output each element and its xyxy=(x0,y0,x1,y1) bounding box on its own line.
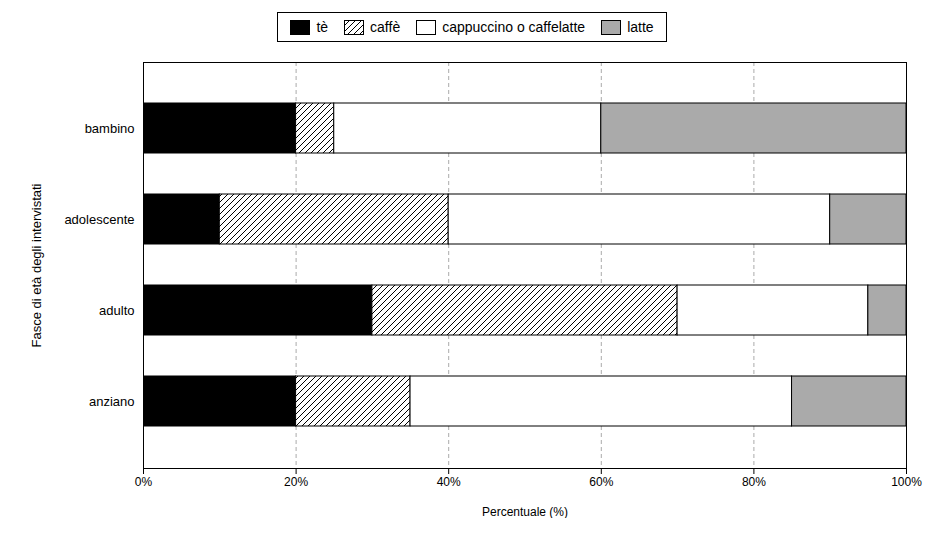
svg-text:40%: 40% xyxy=(437,475,461,489)
svg-text:Fasce di età degli intervistat: Fasce di età degli intervistati xyxy=(29,183,44,347)
html-text:caffè: caffè xyxy=(370,19,401,35)
svg-text:bambino: bambino xyxy=(85,121,135,136)
svg-text:Percentuale (%): Percentuale (%) xyxy=(482,505,568,519)
html-text:latte: latte xyxy=(627,19,654,35)
html-text:tè: tè xyxy=(316,19,329,35)
svg-text:100%: 100% xyxy=(891,475,922,489)
svg-text:adolescente: adolescente xyxy=(64,212,134,227)
svg-text:20%: 20% xyxy=(284,475,308,489)
svg-text:60%: 60% xyxy=(589,475,613,489)
svg-text:0%: 0% xyxy=(135,475,153,489)
svg-text:anziano: anziano xyxy=(89,394,135,409)
svg-text:80%: 80% xyxy=(742,475,766,489)
html-text:cappuccino o caffelatte: cappuccino o caffelatte xyxy=(442,19,586,35)
svg-text:adulto: adulto xyxy=(99,303,134,318)
